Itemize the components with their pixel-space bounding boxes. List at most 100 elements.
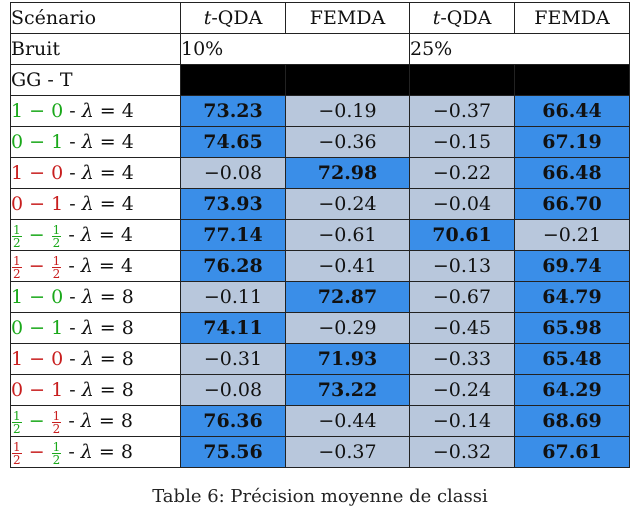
value-cell: 73.23 xyxy=(180,95,286,127)
table-caption: Table 6: Précision moyenne de classi xyxy=(152,486,488,507)
scenario-term: 0 xyxy=(51,286,64,308)
value-cell: 67.19 xyxy=(514,126,630,158)
value-cell: 77.14 xyxy=(180,219,286,251)
scenario-cell: 0 − 1 - λ = 4 xyxy=(10,188,181,220)
noise-row: Bruit 10% 25% xyxy=(10,33,630,65)
value-cell: −0.32 xyxy=(409,436,515,468)
value-cell: −0.44 xyxy=(285,405,410,437)
noise-label: Bruit xyxy=(10,33,181,65)
value-cell: −0.37 xyxy=(409,95,515,127)
scenario-term: 1 xyxy=(51,131,64,153)
value-cell: 73.22 xyxy=(285,374,410,406)
table-row: 1 − 0 - λ = 8 −0.11 72.87 −0.67 64.79 xyxy=(10,281,630,313)
lambda-value: 8 xyxy=(121,379,134,401)
scenario-term: 0 xyxy=(51,162,64,184)
black-cell xyxy=(285,64,410,96)
value-cell: −0.22 xyxy=(409,157,515,189)
value-cell: −0.24 xyxy=(409,374,515,406)
value-cell: 75.56 xyxy=(180,436,286,468)
noise-level-10: 10% xyxy=(180,33,410,65)
lambda-value: 4 xyxy=(120,255,133,277)
value-cell: 64.29 xyxy=(514,374,630,406)
value-cell: −0.13 xyxy=(409,250,515,282)
scenario-term: 1 xyxy=(11,286,24,308)
lambda-value: 4 xyxy=(121,193,134,215)
lambda-value: 4 xyxy=(121,162,134,184)
value-cell: 64.79 xyxy=(514,281,630,313)
value-cell: 66.70 xyxy=(514,188,630,220)
lambda-value: 8 xyxy=(121,317,134,339)
scenario-term: 1 xyxy=(11,100,24,122)
scenario-term: 1 xyxy=(11,348,24,370)
table-row: 1 − 0 - λ = 4 −0.08 72.98 −0.22 66.48 xyxy=(10,157,630,189)
scenario-cell: 0 − 1 - λ = 8 xyxy=(10,312,181,344)
scenario-header: Scénario xyxy=(10,2,181,34)
lambda-value: 4 xyxy=(120,224,133,246)
scenario-term: 0 xyxy=(11,131,24,153)
lambda-value: 4 xyxy=(121,100,134,122)
lambda-value: 8 xyxy=(120,410,133,432)
value-cell: −0.19 xyxy=(285,95,410,127)
value-cell: −0.04 xyxy=(409,188,515,220)
value-cell: −0.41 xyxy=(285,250,410,282)
value-cell: 76.36 xyxy=(180,405,286,437)
black-cell xyxy=(514,64,630,96)
scenario-term: 0 xyxy=(11,193,24,215)
value-cell: −0.15 xyxy=(409,126,515,158)
value-cell: −0.45 xyxy=(409,312,515,344)
tqda-header-25: t-QDA xyxy=(409,2,515,34)
value-cell: 65.98 xyxy=(514,312,630,344)
black-cell xyxy=(180,64,286,96)
tqda-header-10: t-QDA xyxy=(180,2,286,34)
value-cell: −0.36 xyxy=(285,126,410,158)
value-cell: 70.61 xyxy=(409,219,515,251)
section-label: GG - T xyxy=(10,64,181,96)
value-cell: −0.61 xyxy=(285,219,410,251)
tqda-suffix: -QDA xyxy=(211,7,263,29)
value-cell: 67.61 xyxy=(514,436,630,468)
value-cell: −0.37 xyxy=(285,436,410,468)
scenario-cell: 0 − 1 - λ = 4 xyxy=(10,126,181,158)
value-cell: −0.14 xyxy=(409,405,515,437)
table-row: 0 − 1 - λ = 8 −0.08 73.22 −0.24 64.29 xyxy=(10,374,630,406)
scenario-cell: 1 − 0 - λ = 8 xyxy=(10,281,181,313)
value-cell: −0.31 xyxy=(180,343,286,375)
scenario-cell: 1 − 0 - λ = 8 xyxy=(10,343,181,375)
table-row: 0 − 1 - λ = 4 73.93 −0.24 −0.04 66.70 xyxy=(10,188,630,220)
value-cell: 74.65 xyxy=(180,126,286,158)
value-cell: 65.48 xyxy=(514,343,630,375)
scenario-term: 0 xyxy=(11,379,24,401)
value-cell: −0.21 xyxy=(514,219,630,251)
value-cell: 72.98 xyxy=(285,157,410,189)
scenario-term: 1 xyxy=(11,162,24,184)
scenario-term: 1 xyxy=(51,379,64,401)
value-cell: 76.28 xyxy=(180,250,286,282)
table-row: 1 − 0 - λ = 8 −0.31 71.93 −0.33 65.48 xyxy=(10,343,630,375)
lambda-value: 8 xyxy=(121,348,134,370)
scenario-term: 0 xyxy=(11,317,24,339)
table-row: 0 − 1 - λ = 8 74.11 −0.29 −0.45 65.98 xyxy=(10,312,630,344)
value-cell: 71.93 xyxy=(285,343,410,375)
scenario-cell: 0 − 1 - λ = 8 xyxy=(10,374,181,406)
value-cell: 73.93 xyxy=(180,188,286,220)
value-cell: 69.74 xyxy=(514,250,630,282)
value-cell: −0.08 xyxy=(180,374,286,406)
table-row: 1 − 0 - λ = 4 73.23 −0.19 −0.37 66.44 xyxy=(10,95,630,127)
value-cell: −0.33 xyxy=(409,343,515,375)
value-cell: −0.11 xyxy=(180,281,286,313)
value-cell: 72.87 xyxy=(285,281,410,313)
